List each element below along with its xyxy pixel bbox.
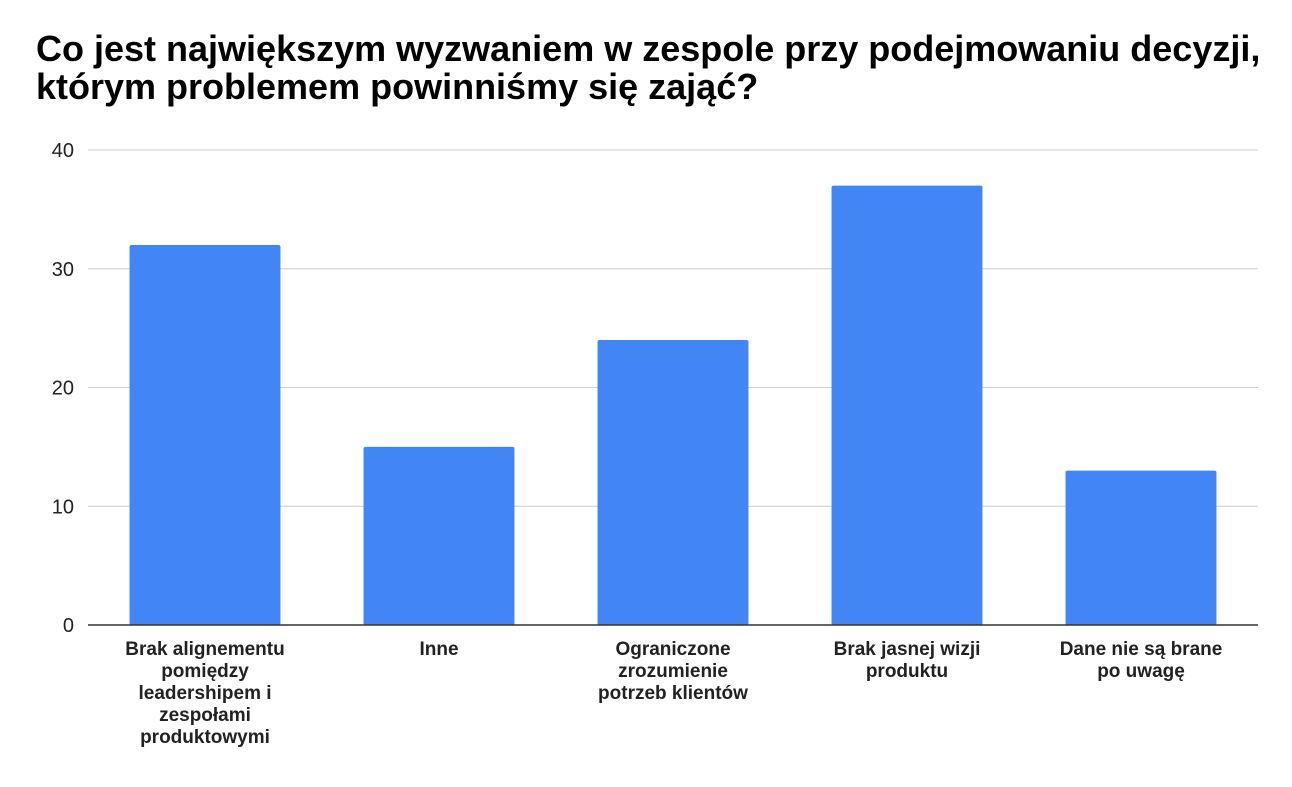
x-category-label-line: leadershipem i [138, 683, 271, 704]
bar [597, 340, 749, 625]
bar [129, 245, 281, 625]
x-category-label-line: Dane nie są brane [1060, 639, 1223, 660]
x-category-label: Dane nie są brane po uwagę [1060, 639, 1223, 682]
y-tick-label: 10 [52, 496, 74, 518]
x-category-label: Brak jasnej wizji produktu [834, 639, 981, 682]
bar [363, 446, 515, 625]
bar [831, 185, 983, 625]
x-category-label-line: po uwagę [1097, 661, 1185, 682]
bar [1065, 470, 1217, 625]
x-category-label-line: produktu [866, 661, 948, 682]
x-category-label-line: pomiędzy [161, 661, 249, 682]
y-tick-label: 20 [52, 378, 74, 400]
x-category-label: Ograniczone zrozumienie potrzeb klientów [598, 639, 748, 704]
x-category-label-line: Brak alignementu [125, 639, 284, 660]
x-category-label: Brak alignementu pomiędzy leadershipem i ze… [125, 639, 284, 748]
y-axis-ticks: 0 10 20 30 40 [52, 140, 74, 637]
x-category-label-line: potrzeb klientów [598, 683, 748, 704]
x-category-label-line: zespołami [159, 705, 251, 726]
x-category-label: Inne [419, 639, 458, 660]
y-tick-label: 30 [52, 259, 74, 281]
x-category-label-line: Brak jasnej wizji [834, 639, 981, 660]
x-category-label-line: produktowymi [140, 727, 270, 748]
x-category-label-line: Ograniczone [615, 639, 730, 660]
chart-title: Co jest największym wyzwaniem w zespole … [36, 28, 1261, 107]
bars [129, 185, 1217, 625]
x-category-label-line: Inne [419, 639, 458, 660]
x-category-label-line: zrozumienie [618, 661, 728, 682]
y-tick-label: 0 [63, 615, 74, 637]
x-axis-labels: Brak alignementu pomiędzy leadershipem i ze… [125, 639, 1222, 748]
y-tick-label: 40 [52, 140, 74, 162]
